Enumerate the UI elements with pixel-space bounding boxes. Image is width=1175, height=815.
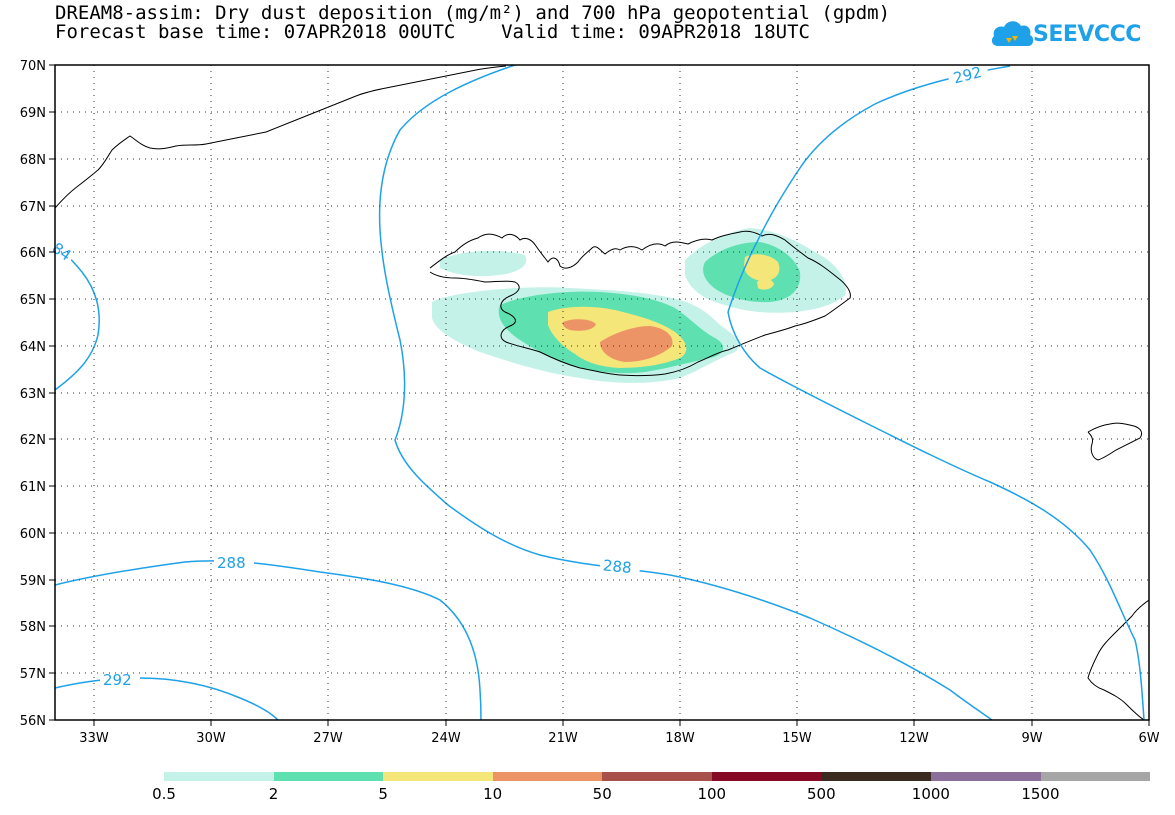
axis-ticks	[49, 64, 1150, 726]
colorbar	[164, 772, 1151, 781]
dust-band-5-east	[744, 254, 780, 281]
lat-label-61N: 61N	[20, 480, 46, 495]
contour-292-south	[55, 677, 279, 720]
lat-label-65N: 65N	[20, 293, 46, 308]
geopotential-contours	[55, 65, 1145, 720]
colorbar-label-5: 100	[697, 785, 727, 803]
contour-label-292-north: 292	[952, 63, 984, 87]
lon-label-33W: 33W	[79, 731, 109, 746]
lon-label-12W: 12W	[899, 731, 929, 746]
colorbar-segment-1	[273, 772, 384, 781]
contour-84-west	[55, 244, 100, 391]
colorbar-label-6: 500	[807, 785, 836, 803]
lon-label-9W: 9W	[1021, 731, 1042, 746]
colorbar-label-1: 2	[268, 785, 279, 803]
dust-band-10-b	[562, 319, 596, 331]
lat-label-60N: 60N	[20, 527, 46, 542]
latitude-labels: 70N 69N 68N 67N 66N 65N 64N 63N 62N 61N …	[20, 59, 46, 729]
lat-label-66N: 66N	[20, 246, 46, 261]
colorbar-segment-3	[492, 772, 603, 781]
colorbar-label-0: 0.5	[152, 785, 176, 803]
longitude-labels: 33W 30W 27W 24W 21W 18W 15W 12W 9W 6W	[79, 731, 1159, 746]
colorbar-segment-6	[821, 772, 931, 781]
lon-label-18W: 18W	[665, 731, 695, 746]
iceland-coastline	[429, 230, 851, 377]
colorbar-label-7: 1000	[911, 785, 950, 803]
cloud-icon	[991, 21, 1034, 46]
colorbar-label-3: 10	[483, 785, 503, 803]
lat-label-62N: 62N	[20, 433, 46, 448]
colorbar-label-8: 1500	[1021, 785, 1060, 803]
colorbar-segment-4	[602, 772, 712, 781]
contour-288-main	[378, 65, 993, 720]
colorbar-label-2: 5	[378, 785, 388, 803]
lat-label-64N: 64N	[20, 340, 46, 355]
dust-shading	[432, 228, 846, 383]
lat-label-58N: 58N	[20, 620, 46, 635]
colorbar-segment-2	[383, 772, 493, 781]
colorbar-segment-7	[930, 772, 1041, 781]
dust-band-5-east-b	[757, 278, 774, 290]
contour-label-288-center: 288	[602, 556, 632, 577]
colorbar-segment-5	[711, 772, 822, 781]
scotland-coastline	[1087, 599, 1149, 720]
lat-label-57N: 57N	[20, 667, 46, 682]
coastlines	[55, 65, 1149, 720]
lon-label-21W: 21W	[548, 731, 578, 746]
lat-label-67N: 67N	[20, 200, 46, 215]
graticule	[55, 65, 1149, 720]
greenland-coastline	[55, 65, 507, 209]
lon-label-24W: 24W	[431, 731, 461, 746]
contour-label-288-west: 288	[217, 554, 246, 572]
contour-label-292-south: 292	[103, 671, 132, 689]
contour-labels: 292 84 288 288 292	[49, 61, 990, 689]
faroe-coastline	[1087, 422, 1143, 461]
contour-288-east	[727, 311, 1145, 720]
lon-label-30W: 30W	[196, 731, 226, 746]
contour-288-south	[55, 560, 482, 720]
lon-label-6W: 6W	[1138, 731, 1159, 746]
colorbar-segment-0	[164, 772, 274, 781]
colorbar-segment-8	[1040, 772, 1151, 781]
dust-band-10	[600, 326, 673, 362]
lon-label-15W: 15W	[782, 731, 812, 746]
logo-text: SEEVCCC	[1033, 22, 1141, 47]
lat-label-59N: 59N	[20, 574, 46, 589]
map-subtitle-times: Forecast base time: 07APR2018 00UTC Vali…	[55, 21, 810, 43]
colorbar-label-4: 50	[592, 785, 612, 803]
lat-label-56N: 56N	[20, 714, 46, 729]
dust-band-0.5-north	[440, 250, 527, 277]
lat-label-63N: 63N	[20, 387, 46, 402]
lat-label-69N: 69N	[20, 106, 46, 121]
lat-label-68N: 68N	[20, 153, 46, 168]
lon-label-27W: 27W	[313, 731, 343, 746]
map-title: DREAM8-assim: Dry dust deposition (mg/m²…	[55, 2, 891, 24]
lat-label-70N: 70N	[20, 59, 46, 74]
